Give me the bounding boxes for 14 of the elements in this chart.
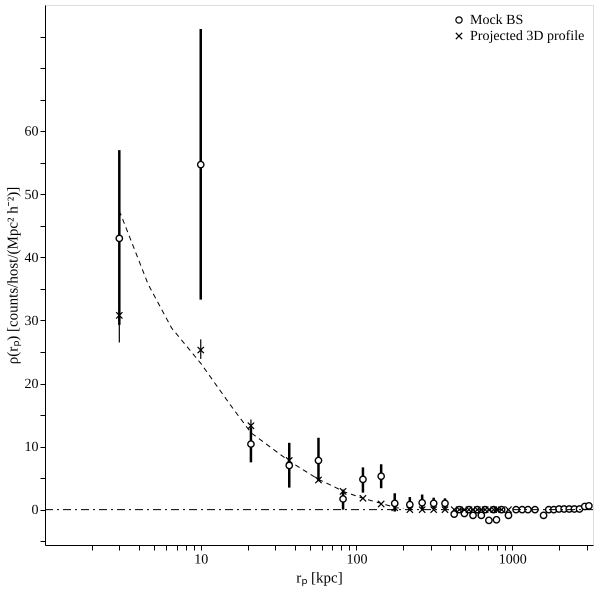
legend-label: Mock BS [470, 13, 524, 28]
y-tick-label: 40 [24, 250, 38, 266]
y-tick-label: 60 [24, 124, 38, 140]
legend-label: Projected 3D profile [470, 29, 584, 44]
y-tick-label: 10 [24, 440, 38, 456]
x-tick-label: 1000 [498, 552, 527, 568]
x-tick-label: 10 [194, 552, 208, 568]
y-axis-title: ρ(rₚ) [counts/host/(Mpc² h⁻²)] [6, 186, 22, 364]
y-tick-label: 20 [24, 377, 38, 392]
x-axis-title: rₚ [kpc] [296, 570, 343, 586]
x-tick-label: 100 [346, 552, 368, 568]
y-tick-label: 50 [24, 188, 38, 203]
y-tick-label: 30 [24, 314, 38, 329]
y-tick-label: 0 [32, 503, 38, 518]
